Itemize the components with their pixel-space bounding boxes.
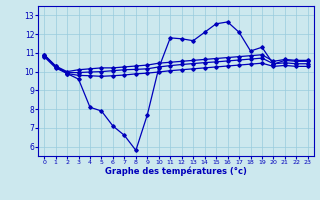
- X-axis label: Graphe des températures (°c): Graphe des températures (°c): [105, 167, 247, 176]
